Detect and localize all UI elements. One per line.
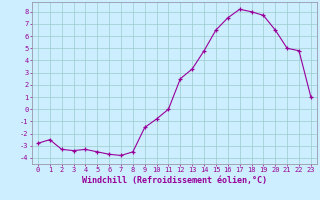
X-axis label: Windchill (Refroidissement éolien,°C): Windchill (Refroidissement éolien,°C)	[82, 176, 267, 185]
